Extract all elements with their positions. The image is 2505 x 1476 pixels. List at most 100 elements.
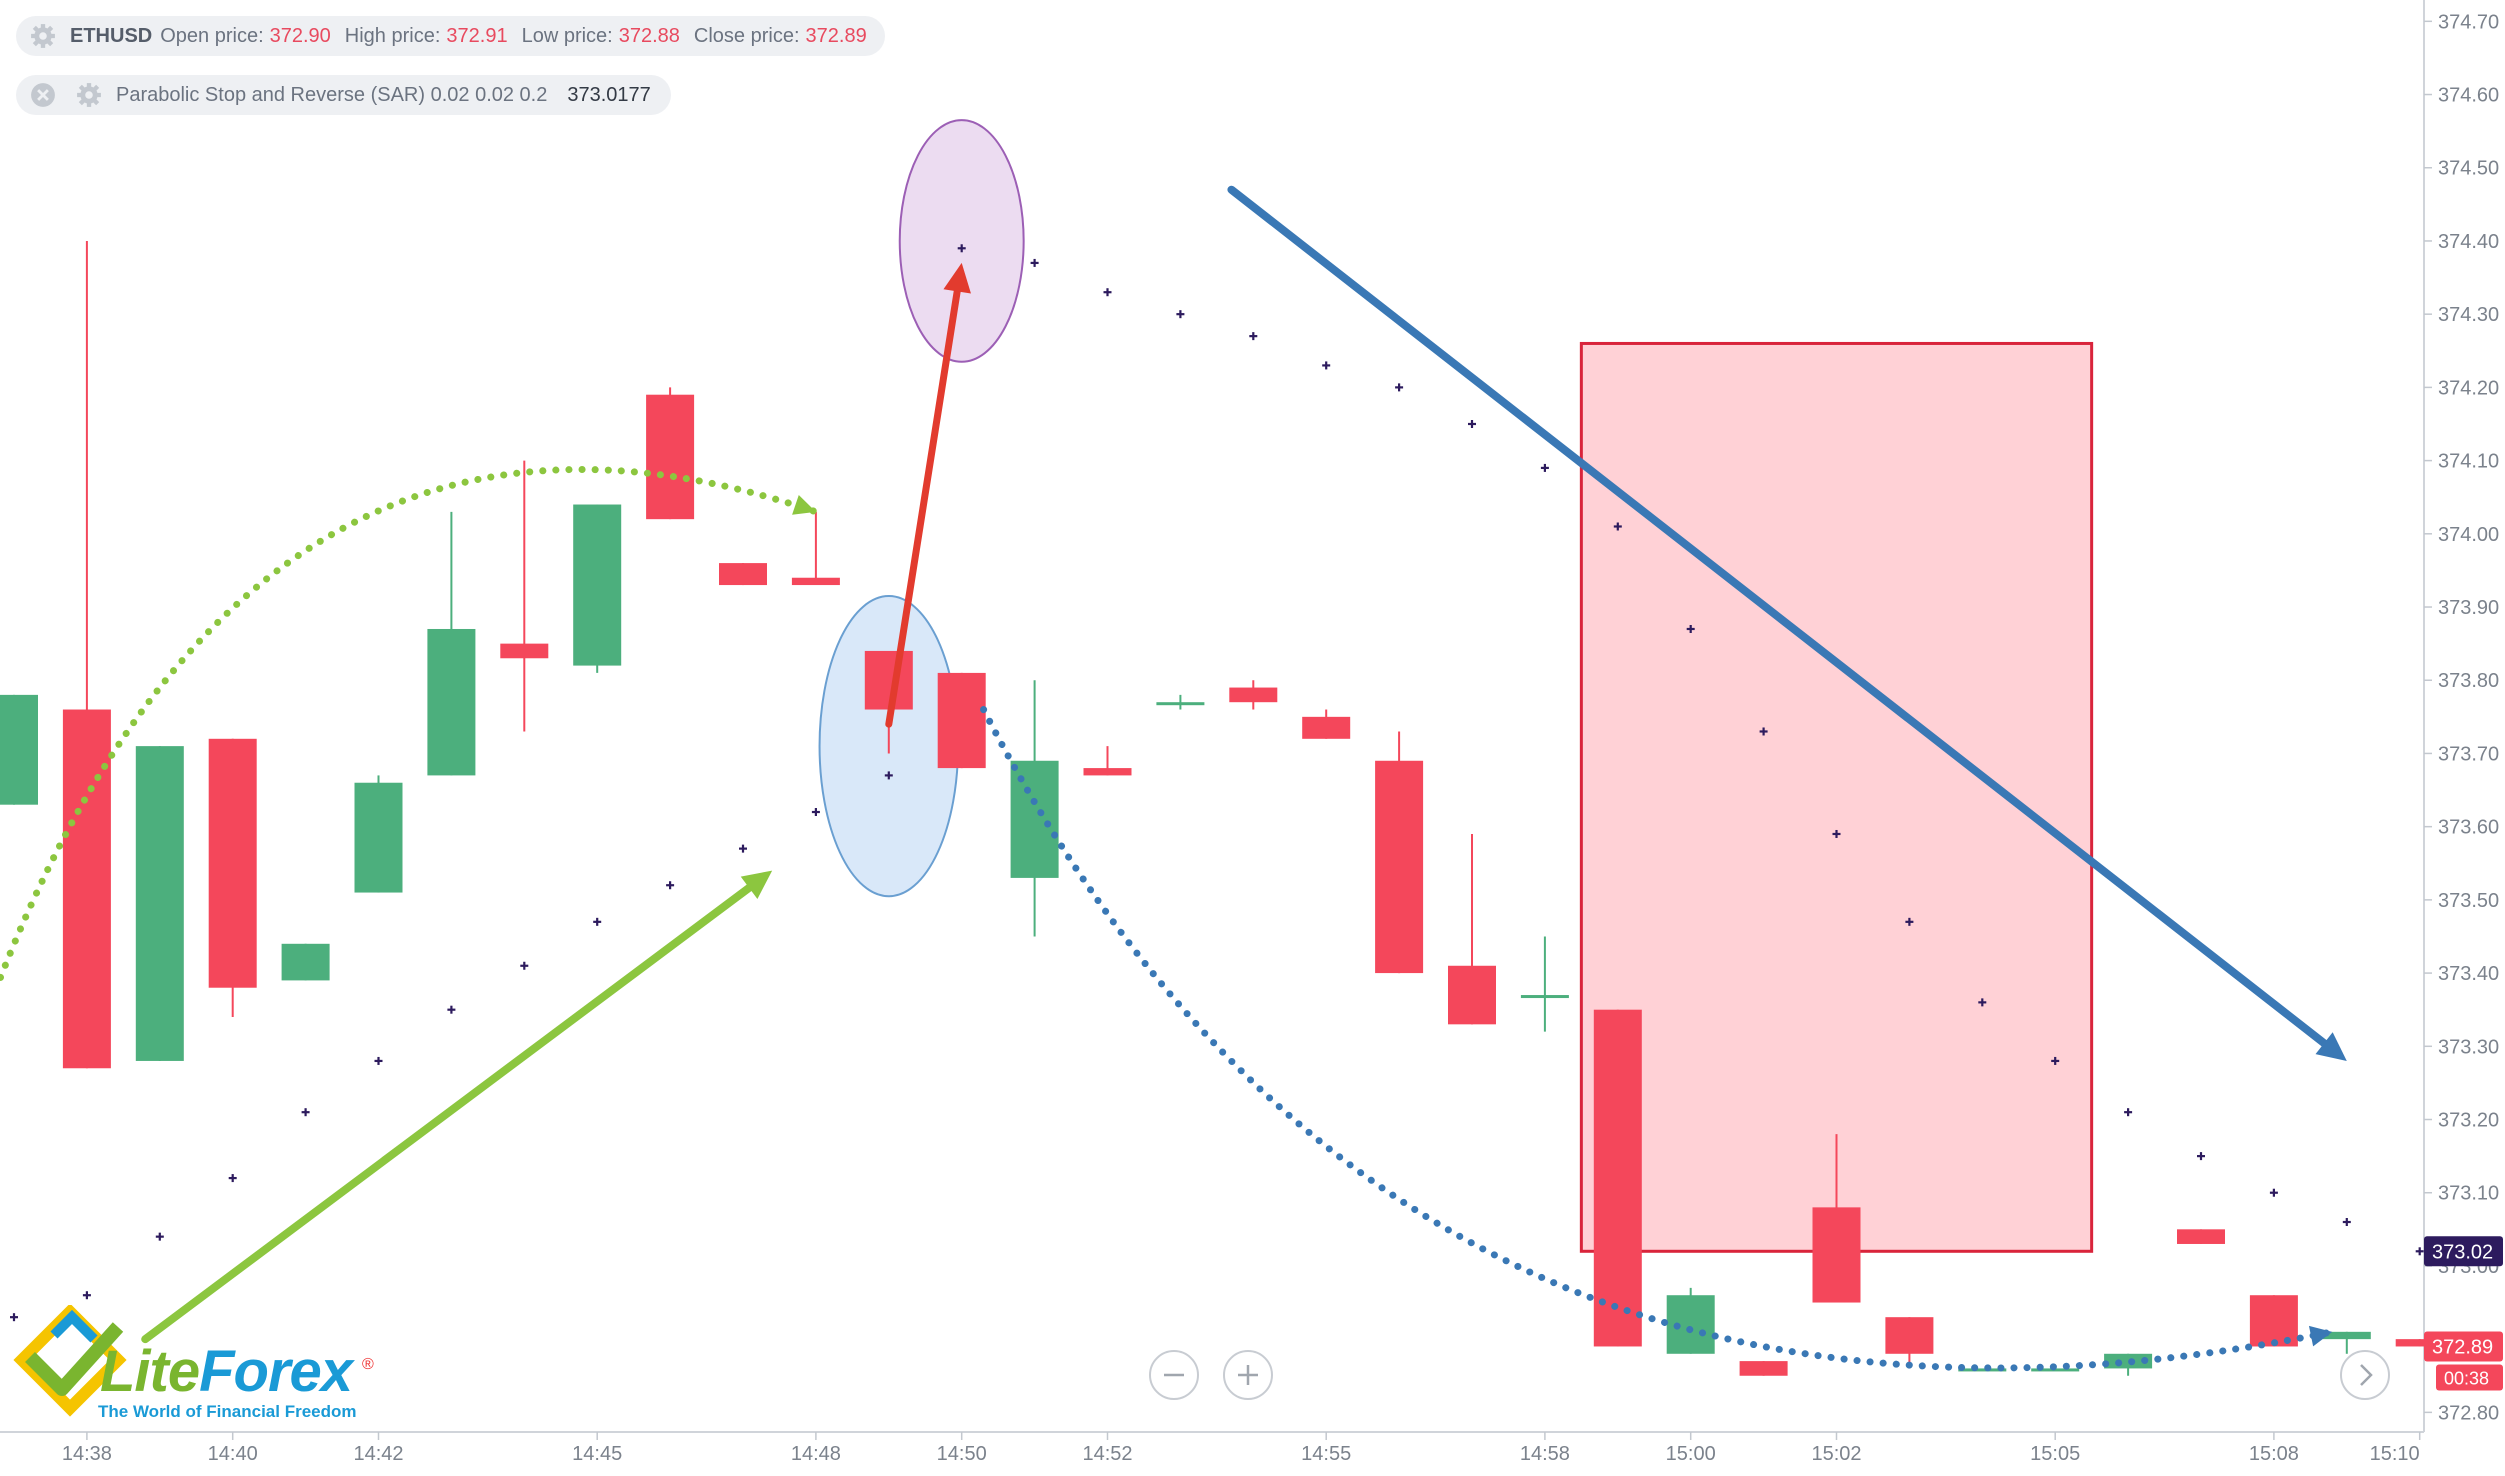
candle-body [0, 694, 38, 805]
sar-dot [811, 808, 820, 817]
y-tick-label: 372.80 [2438, 1402, 2499, 1424]
x-tick-label: 15:10 [2370, 1443, 2420, 1465]
candle [2395, 1339, 2444, 1347]
candle-body [2395, 1339, 2444, 1347]
y-tick-label: 373.50 [2438, 890, 2499, 912]
ohlc-legend: ETHUSD Open price: 372.90 High price: 37… [16, 16, 885, 56]
candles [0, 240, 2444, 1376]
uptrend-arrowhead [740, 870, 773, 899]
sar-dot [374, 1056, 383, 1065]
candle-body [1083, 768, 1132, 776]
high-price-label: High price: [344, 24, 441, 47]
candle [646, 387, 695, 520]
liteforex-logo [13, 1305, 127, 1417]
sar-dot [1468, 419, 1476, 428]
sar-dot [1176, 310, 1185, 319]
y-tick-label: 374.10 [2438, 451, 2499, 473]
countdown-timer-tag: 00:38 [2436, 1364, 2503, 1391]
sar-dot [10, 1313, 18, 1322]
candle-body [2031, 1368, 2080, 1372]
candle-body [573, 504, 622, 666]
x-tick-label: 14:40 [208, 1443, 258, 1465]
uptrend-arrow [141, 878, 761, 1344]
sar-dot [82, 1291, 91, 1300]
sar-flip-arrowhead [943, 262, 971, 294]
uptrend-dotted-arc [0, 466, 820, 989]
sar-flip-highlight-ellipse [898, 119, 1025, 363]
candle [1958, 1368, 2007, 1372]
sar-dot [2342, 1218, 2351, 1227]
x-tick-label: 14:42 [353, 1443, 403, 1465]
y-tick-label: 374.60 [2438, 85, 2499, 107]
candle [1229, 680, 1278, 710]
y-tick-label: 373.60 [2438, 817, 2499, 839]
svg-text:373.02: 373.02 [2432, 1241, 2493, 1263]
sar-dot [593, 917, 602, 926]
candle-body [937, 672, 986, 769]
sar-dot [1905, 917, 1914, 926]
logo-wordmark: LiteForex [100, 1339, 353, 1404]
close-price-label: Close price: [693, 24, 800, 47]
uptrend-arc-arrowhead [792, 495, 816, 515]
price-tags: 373.02 372.89 00:38 [2424, 1236, 2503, 1391]
zoom-in-button[interactable] [1223, 1350, 1273, 1400]
candle [1812, 1134, 1861, 1303]
candle [2031, 1368, 2080, 1372]
sar-dot [1103, 288, 1112, 297]
candle [573, 504, 622, 673]
candle-body [1958, 1368, 2007, 1372]
gear-icon[interactable] [30, 23, 56, 49]
open-price-label: Open price: [160, 24, 264, 47]
zoom-controls [1149, 1350, 2390, 1400]
svg-text:372.89: 372.89 [2432, 1336, 2493, 1358]
sar-dot [739, 844, 747, 853]
sar-dot [1832, 829, 1841, 838]
candle-body [1885, 1317, 1934, 1354]
scroll-right-button[interactable] [2340, 1350, 2390, 1400]
candle [208, 738, 257, 1018]
y-tick-label: 374.20 [2438, 377, 2499, 399]
candle-body [427, 628, 476, 776]
sar-dot [1395, 383, 1404, 392]
candle [500, 460, 549, 732]
candle-body [2322, 1331, 2371, 1340]
x-tick-label: 15:05 [2030, 1443, 2080, 1465]
zoom-out-button[interactable] [1149, 1350, 1199, 1400]
candle [1885, 1317, 1934, 1369]
candle-body [2177, 1229, 2225, 1244]
candle-body [2249, 1295, 2298, 1347]
candle-body [1739, 1361, 1788, 1376]
sar-dot [2415, 1247, 2424, 1256]
y-tick-label: 373.30 [2438, 1036, 2499, 1058]
candle [135, 746, 184, 1061]
sar-dot [1322, 361, 1331, 370]
sar-dot [2124, 1108, 2133, 1117]
close-icon[interactable] [30, 82, 56, 108]
sar-dot [1613, 522, 1622, 531]
y-tick-label: 374.00 [2438, 524, 2499, 546]
sar-dot [447, 1005, 456, 1014]
candle [281, 943, 330, 981]
price-axis-background [2424, 0, 2505, 1476]
sar-dot [1978, 998, 1987, 1007]
y-tick-label: 374.70 [2438, 11, 2499, 33]
candle-body [1520, 995, 1569, 999]
candle [1302, 709, 1351, 739]
candle-body [135, 746, 184, 1061]
candle [1666, 1287, 1715, 1354]
downtrend-arc-arrowhead [2308, 1325, 2333, 1347]
x-tick-label: 14:48 [791, 1443, 841, 1465]
candle-body [864, 650, 913, 710]
candle-body [1448, 965, 1496, 1025]
sar-price-tag: 373.02 [2424, 1236, 2503, 1267]
sar-dot [520, 961, 529, 970]
sar-dot [2197, 1152, 2205, 1161]
candle [427, 511, 476, 776]
candle [354, 775, 403, 893]
candle [1083, 746, 1132, 776]
downtrend-arrowhead [2315, 1032, 2347, 1061]
gear-icon[interactable] [76, 82, 102, 108]
sar-dot [1030, 258, 1039, 267]
candle [1739, 1361, 1788, 1376]
